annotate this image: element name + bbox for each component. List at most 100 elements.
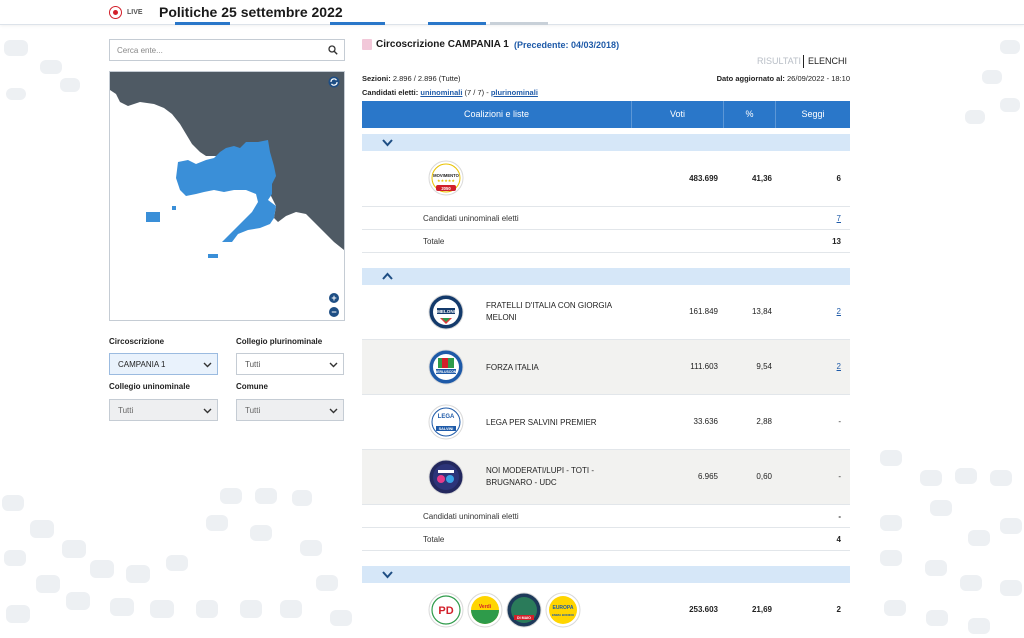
nav-tab-indicator[interactable] bbox=[330, 22, 385, 25]
table-row: Totale 4 bbox=[362, 528, 850, 551]
voti-value: 253.603 bbox=[689, 605, 718, 614]
totale-value: 13 bbox=[832, 237, 841, 246]
update-label: Dato aggiornato al: bbox=[716, 74, 785, 83]
list-name: NOI MODERATI/LUPI - TOTI - BRUGNARO - UD… bbox=[486, 466, 595, 487]
totale-label: Totale bbox=[423, 237, 445, 246]
search-icon[interactable] bbox=[328, 45, 338, 55]
chevron-down-icon bbox=[203, 362, 212, 368]
tab-risultati[interactable]: RISULTATI bbox=[757, 56, 802, 66]
nav-tab-indicator[interactable] bbox=[175, 22, 230, 25]
document-icon bbox=[362, 39, 372, 50]
header-percentuale: % bbox=[724, 101, 776, 128]
map-region-highlight[interactable] bbox=[208, 254, 218, 258]
chevron-down-icon bbox=[329, 362, 338, 368]
voti-value: 111.603 bbox=[690, 362, 718, 371]
table-row: NOI MODERATI/LUPI - TOTI - BRUGNARO - UD… bbox=[362, 450, 850, 505]
noi-moderati-logo bbox=[428, 459, 464, 495]
header-seggi: Seggi bbox=[801, 109, 825, 119]
uninominale-select[interactable]: Tutti bbox=[109, 399, 218, 421]
table-row: BERLUSCONI FORZA ITALIA 111.603 9,54 2 bbox=[362, 340, 850, 395]
uninominali-eletti-link[interactable]: 7 bbox=[836, 214, 841, 223]
nav-tab-indicator[interactable] bbox=[428, 22, 486, 25]
seggi-link[interactable]: 2 bbox=[836, 307, 841, 316]
uninominali-link[interactable]: uninominali bbox=[420, 88, 463, 97]
fi-logo-text: BERLUSCONI bbox=[435, 370, 457, 374]
lega-logo-text: LEGA bbox=[438, 414, 455, 420]
zoom-out-icon[interactable]: − bbox=[329, 307, 339, 317]
zoom-in-icon[interactable]: + bbox=[329, 293, 339, 303]
chevron-down-icon bbox=[382, 139, 393, 147]
voti-value: 483.699 bbox=[689, 174, 718, 183]
candidati-label: Candidati eletti: bbox=[362, 88, 419, 97]
update-value: 26/09/2022 - 18:10 bbox=[787, 74, 850, 83]
page-title: Politiche 25 settembre 2022 bbox=[159, 4, 343, 20]
fi-logo: BERLUSCONI bbox=[428, 349, 464, 385]
coalition-toggle[interactable] bbox=[362, 268, 850, 285]
coalition-toggle[interactable] bbox=[362, 134, 850, 151]
perc-value: 41,36 bbox=[751, 174, 772, 183]
m5s-logo: MOVIMENTO ★★★★★ 2050 bbox=[428, 160, 464, 196]
voti-value: 6.965 bbox=[697, 472, 718, 481]
totale-label: Totale bbox=[423, 535, 445, 544]
voti-value: 33.636 bbox=[693, 417, 718, 426]
plurinominale-label: Collegio plurinominale bbox=[236, 337, 323, 346]
uninominali-eletti-value: - bbox=[838, 512, 841, 521]
seggi-value: - bbox=[838, 472, 841, 481]
map-region-highlight[interactable] bbox=[172, 206, 176, 210]
perc-value: 2,88 bbox=[756, 417, 772, 426]
list-name: LEGA PER SALVINI PREMIER bbox=[486, 418, 597, 427]
verdi-logo-text: Verdi bbox=[479, 604, 492, 610]
list-name: FRATELLI D'ITALIA CON GIORGIA MELONI bbox=[486, 301, 612, 322]
table-row: MELONI FRATELLI D'ITALIA CON GIORGIA MEL… bbox=[362, 285, 850, 340]
live-record-icon bbox=[109, 6, 122, 19]
search-input[interactable] bbox=[110, 40, 320, 60]
seggi-value: 2 bbox=[836, 605, 841, 614]
live-indicator[interactable]: LIVE bbox=[109, 6, 143, 19]
circoscrizione-title: Circoscrizione CAMPANIA 1 bbox=[376, 39, 509, 50]
refresh-icon[interactable] bbox=[328, 76, 340, 88]
coalition-toggle[interactable] bbox=[362, 566, 850, 583]
circoscrizione-label: Circoscrizione bbox=[109, 337, 165, 346]
chevron-down-icon bbox=[203, 408, 212, 414]
seggi-value: 6 bbox=[836, 174, 841, 183]
verdi-sinistra-logo: Verdi bbox=[467, 592, 503, 628]
chevron-down-icon bbox=[382, 571, 393, 579]
map-region-highlight[interactable] bbox=[176, 140, 276, 242]
top-bar: LIVE Politiche 25 settembre 2022 bbox=[0, 0, 1024, 25]
uninominale-label: Collegio uninominale bbox=[109, 382, 190, 391]
tab-elenchi[interactable]: ELENCHI bbox=[808, 56, 848, 66]
map-canvas[interactable] bbox=[110, 72, 344, 320]
circoscrizione-select[interactable]: CAMPANIA 1 bbox=[109, 353, 218, 375]
impegno-civico-logo-text: DI MAIO bbox=[517, 616, 531, 620]
previous-election-link[interactable]: (Precedente: 04/03/2018) bbox=[514, 40, 620, 50]
update-info: Dato aggiornato al: 26/09/2022 - 18:10 bbox=[717, 74, 850, 83]
comune-select[interactable]: Tutti bbox=[236, 399, 344, 421]
plurinominale-value: Tutti bbox=[245, 359, 261, 369]
uninominali-count: (7 / 7) - bbox=[464, 88, 489, 97]
comune-value: Tutti bbox=[245, 405, 261, 415]
piu-europa-logo: EUROPA EMMA BONINO bbox=[545, 592, 581, 628]
table-row: MOVIMENTO ★★★★★ 2050 483.699 41,36 6 bbox=[362, 151, 850, 207]
perc-value: 0,60 bbox=[756, 472, 772, 481]
lega-logo-subtext: SALVINI bbox=[439, 427, 454, 431]
svg-text:★★★★★: ★★★★★ bbox=[437, 178, 455, 183]
sezioni-label: Sezioni: bbox=[362, 74, 391, 83]
voti-value: 161.849 bbox=[689, 307, 718, 316]
fdi-logo-text: MELONI bbox=[437, 309, 455, 314]
plurinominali-link[interactable]: plurinominali bbox=[490, 88, 538, 97]
map-territory bbox=[110, 72, 138, 84]
uninominali-eletti-label: Candidati uninominali eletti bbox=[423, 214, 519, 223]
map-region-highlight[interactable] bbox=[146, 212, 160, 222]
table-row: LEGA SALVINI LEGA PER SALVINI PREMIER 33… bbox=[362, 395, 850, 450]
nav-tab-indicator[interactable] bbox=[490, 22, 548, 25]
piu-europa-logo-text: EUROPA bbox=[552, 605, 573, 611]
region-map[interactable]: + − bbox=[109, 71, 345, 321]
uninominale-value: Tutti bbox=[118, 405, 134, 415]
m5s-logo-year: 2050 bbox=[441, 186, 451, 191]
live-label: LIVE bbox=[127, 9, 143, 16]
chevron-down-icon bbox=[329, 408, 338, 414]
chevron-up-icon bbox=[382, 272, 393, 280]
perc-value: 13,84 bbox=[751, 307, 772, 316]
seggi-link[interactable]: 2 bbox=[836, 362, 841, 371]
plurinominale-select[interactable]: Tutti bbox=[236, 353, 344, 375]
